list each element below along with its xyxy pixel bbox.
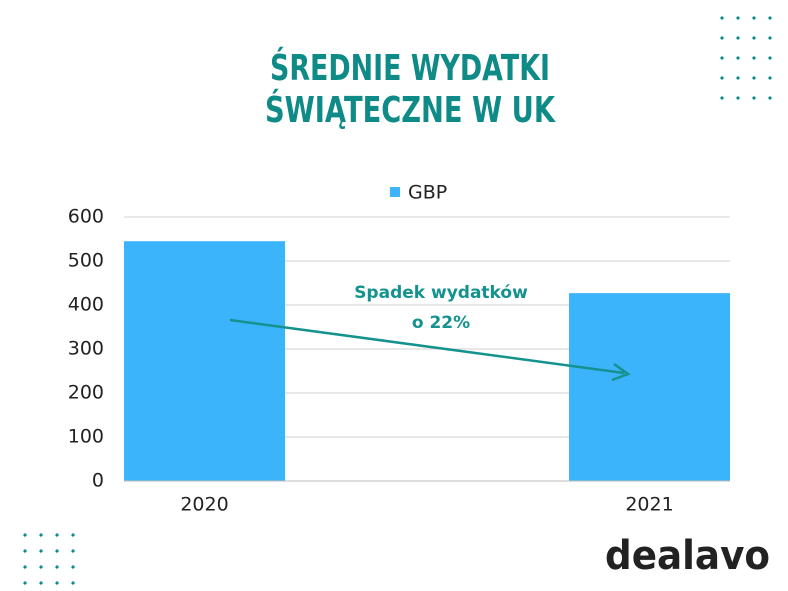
- dot: [55, 533, 59, 537]
- dot: [55, 565, 59, 569]
- y-tick-label: 600: [68, 206, 104, 228]
- dot: [23, 533, 27, 537]
- legend-label: GBP: [408, 182, 447, 204]
- dot: [736, 96, 740, 100]
- y-tick-label: 400: [68, 294, 104, 316]
- dot: [720, 36, 724, 40]
- legend-swatch: [390, 187, 400, 197]
- dot: [720, 96, 724, 100]
- dot: [23, 549, 27, 553]
- annotation: o 22%: [412, 313, 470, 333]
- dot: [39, 565, 43, 569]
- decoration: [23, 16, 772, 585]
- dot: [736, 36, 740, 40]
- dot: [55, 549, 59, 553]
- dot: [71, 533, 75, 537]
- y-tick-label: 100: [68, 426, 104, 448]
- dot: [720, 76, 724, 80]
- annotation: Spadek wydatków: [354, 283, 528, 303]
- dot: [39, 549, 43, 553]
- y-tick-label: 300: [68, 338, 104, 360]
- bar: [124, 241, 285, 481]
- x-tick-label: 2021: [625, 494, 673, 516]
- chart-title: ŚREDNIE WYDATKI: [270, 47, 550, 89]
- y-tick-label: 0: [92, 470, 104, 492]
- dot: [23, 565, 27, 569]
- arrow-head: [611, 362, 631, 382]
- dot: [23, 581, 27, 585]
- dot: [752, 36, 756, 40]
- dot: [768, 56, 772, 60]
- dot: [39, 533, 43, 537]
- dot: [71, 565, 75, 569]
- dot: [768, 76, 772, 80]
- x-tick-label: 2020: [180, 494, 228, 516]
- dot: [752, 16, 756, 20]
- dot: [752, 56, 756, 60]
- bar: [569, 293, 730, 481]
- dot: [39, 581, 43, 585]
- dot: [720, 56, 724, 60]
- dot: [768, 36, 772, 40]
- dot: [752, 96, 756, 100]
- chart-title: ŚWIĄTECZNE W UK: [265, 89, 556, 131]
- dot: [736, 16, 740, 20]
- dot: [720, 16, 724, 20]
- dot: [736, 76, 740, 80]
- dot: [55, 581, 59, 585]
- dot: [768, 96, 772, 100]
- arrow: [229, 318, 625, 375]
- dot: [71, 549, 75, 553]
- dot: [752, 76, 756, 80]
- dot: [768, 16, 772, 20]
- logo: dealavo: [605, 533, 770, 579]
- dot: [736, 56, 740, 60]
- dot: [71, 581, 75, 585]
- y-tick-label: 500: [68, 250, 104, 272]
- y-tick-label: 200: [68, 382, 104, 404]
